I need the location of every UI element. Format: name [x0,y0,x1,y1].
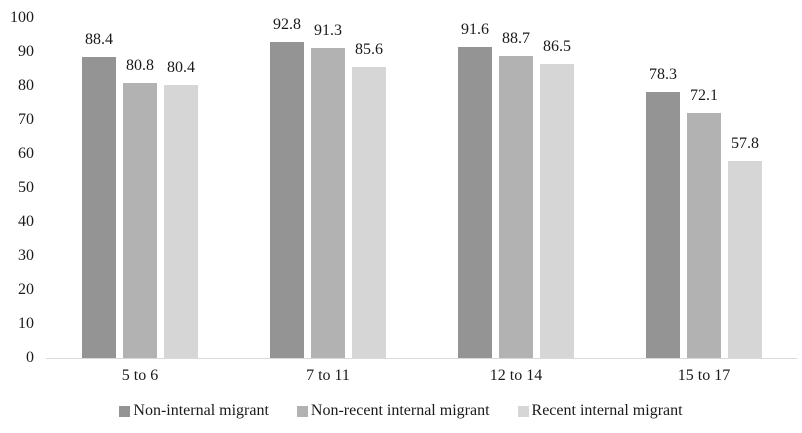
bar-value-label: 86.5 [543,38,571,55]
bar-value-label: 78.3 [649,66,677,83]
y-tick-label: 10 [18,315,34,332]
bar-value-label: 85.6 [355,41,383,58]
legend-swatch [119,405,131,417]
legend-swatch [296,405,308,417]
y-tick-label: 60 [18,145,34,162]
bar [311,48,345,358]
x-axis: 5 to 6 7 to 11 12 to 14 15 to 17 [46,366,798,386]
bar [728,161,762,358]
legend-item: Non-recent internal migrant [296,401,490,421]
x-category-label: 5 to 6 [121,367,159,384]
y-tick-label: 100 [10,9,34,26]
y-axis: 0 10 20 30 40 50 60 70 80 90 100 [0,0,34,433]
x-category-label: 7 to 11 [306,367,350,384]
bar [123,83,157,358]
bar [499,56,533,358]
y-tick-label: 0 [26,349,34,366]
bar-value-label: 88.4 [85,31,113,48]
x-axis-line [46,358,797,359]
x-category-label: 12 to 14 [489,367,543,384]
y-tick-label: 30 [18,247,34,264]
y-tick-label: 50 [18,179,34,196]
y-tick-label: 90 [18,43,34,60]
bar-value-label: 88.7 [502,30,530,47]
bar [352,67,386,358]
bar [687,113,721,358]
legend-label: Non-recent internal migrant [310,402,490,419]
legend-label: Non-internal migrant [133,402,269,419]
bar-value-label: 92.8 [273,16,301,33]
bar [540,64,574,358]
legend-swatch [517,405,529,417]
legend-label: Recent internal migrant [531,402,683,419]
legend-item: Non-internal migrant [119,401,269,421]
bar-value-label: 80.4 [167,59,195,76]
plot-area: 88.4 80.8 80.4 92.8 91.3 85.6 91.6 88.7 86.5 78.3… [46,16,798,358]
bar-value-label: 57.8 [731,135,759,152]
bar-value-label: 72.1 [690,87,718,104]
y-tick-label: 20 [18,281,34,298]
bar-value-label: 91.6 [461,21,489,38]
y-tick-label: 40 [18,213,34,230]
bar-value-label: 80.8 [126,57,154,74]
bar [270,42,304,358]
bar-value-label: 91.3 [314,22,342,39]
legend: Non-internal migrant Non-recent internal … [0,401,802,421]
legend-item: Recent internal migrant [517,401,683,421]
y-tick-label: 70 [18,111,34,128]
bar [458,47,492,358]
bar [164,85,198,358]
bar [82,57,116,358]
y-tick-label: 80 [18,77,34,94]
x-category-label: 15 to 17 [677,367,731,384]
bar [646,92,680,358]
